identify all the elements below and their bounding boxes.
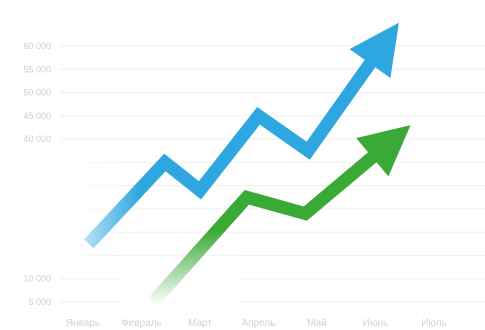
- y-tick-label: 40 000: [23, 134, 51, 144]
- series-arrow-head: [356, 125, 411, 177]
- x-tick-label: Май: [307, 318, 327, 329]
- x-tick-label: Февраль: [121, 318, 162, 329]
- x-tick-label: Июнь: [363, 318, 388, 329]
- x-tick-label: Март: [188, 318, 212, 329]
- green-fade: [120, 225, 240, 310]
- series-line: [84, 54, 379, 249]
- y-tick-label: 55 000: [23, 64, 51, 74]
- x-tick-label: Январь: [66, 318, 100, 329]
- x-tick-label: Июль: [421, 318, 447, 329]
- x-tick-label: Апрель: [242, 318, 276, 329]
- y-tick-label: 45 000: [23, 111, 51, 121]
- y-tick-label: 50 000: [23, 88, 51, 98]
- y-tick-label: 5 000: [28, 297, 51, 307]
- y-tick-label: 60 000: [23, 41, 51, 51]
- series-arrow-head: [349, 22, 399, 78]
- fade-overlay: [0, 150, 240, 310]
- y-tick-label: 10 000: [23, 274, 51, 284]
- x-axis-ticks: Январь Февраль Март Апрель Май Июнь Июль: [66, 318, 447, 329]
